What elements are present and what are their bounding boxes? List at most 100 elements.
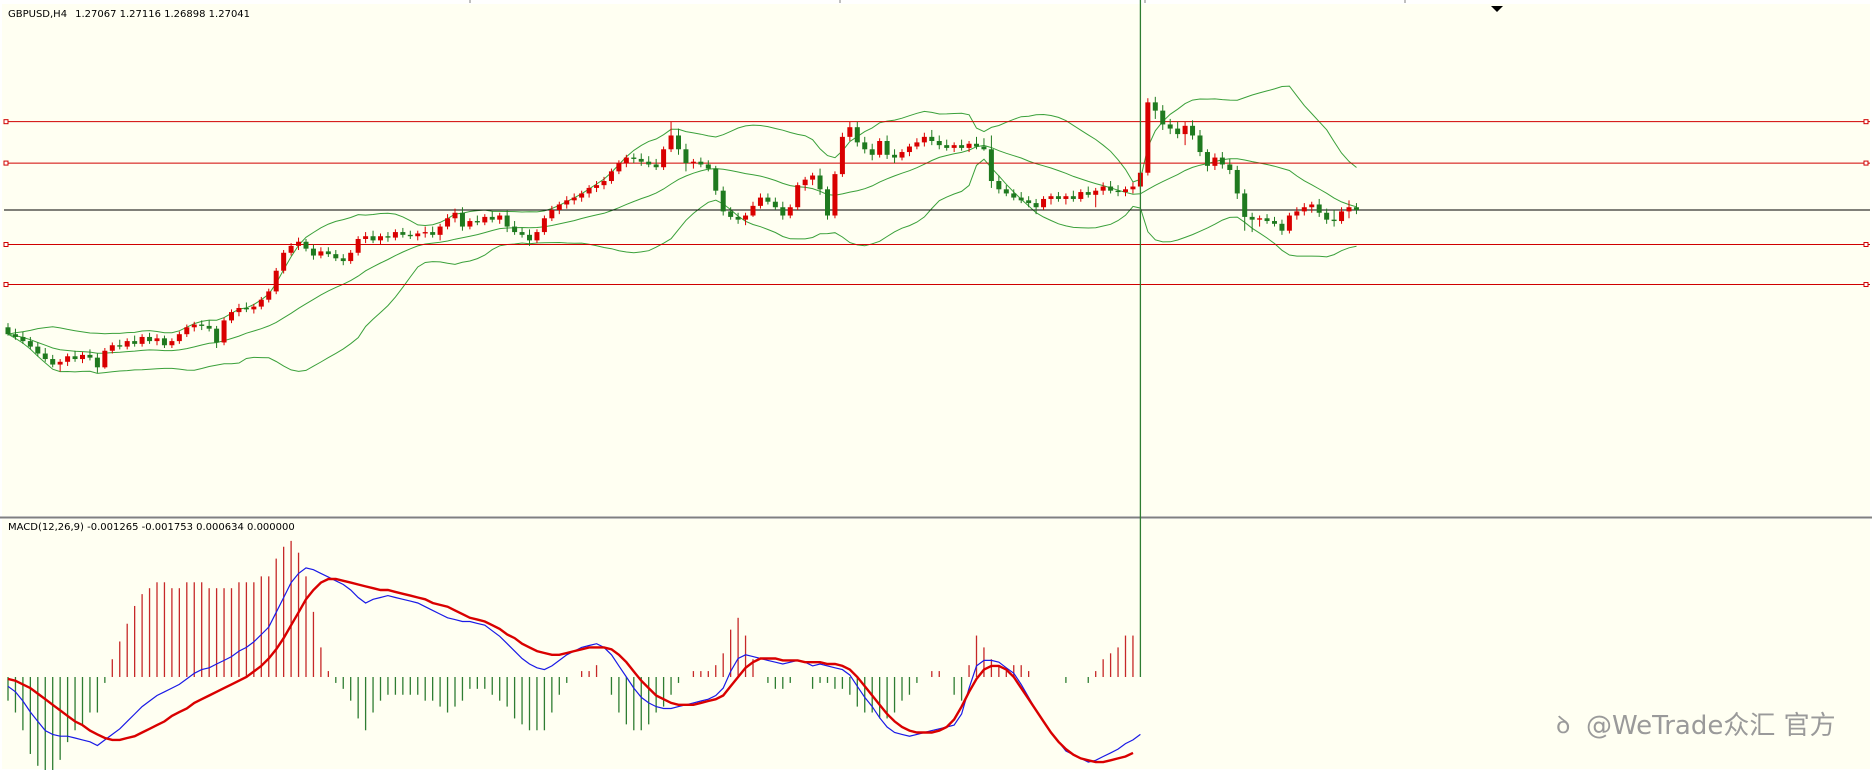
candle-body: [1130, 186, 1136, 190]
candle-body: [1316, 204, 1322, 213]
candle-body: [258, 299, 264, 307]
candle-body: [57, 361, 63, 365]
candle-body: [1011, 193, 1017, 198]
candle-body: [430, 232, 436, 235]
level-handle-right[interactable]: [1863, 242, 1869, 247]
candle-body: [124, 341, 130, 347]
candle-body: [392, 232, 398, 238]
candle-body: [1152, 102, 1158, 111]
candle-body: [340, 258, 346, 262]
level-handle-left[interactable]: [3, 160, 9, 166]
candle-body: [497, 215, 503, 220]
candle-body: [594, 185, 600, 188]
candle-body: [757, 197, 763, 206]
macd-header: MACD(12,26,9) -0.001265 -0.001753 0.0006…: [8, 522, 295, 533]
candle-body: [720, 190, 726, 212]
candle-body: [504, 215, 510, 227]
candle-body: [474, 221, 480, 223]
candle-body: [1227, 164, 1233, 170]
candle-body: [288, 245, 294, 253]
candle-body: [1078, 192, 1084, 199]
candle-body: [653, 164, 659, 168]
candle-body: [310, 248, 316, 256]
candle-body: [1123, 189, 1128, 193]
horizontal-levels[interactable]: [3, 119, 1870, 288]
candle-body: [72, 356, 78, 360]
candle-body: [1070, 196, 1076, 199]
candle-body: [966, 143, 972, 148]
candle-body: [1093, 190, 1099, 195]
candle-body: [728, 211, 734, 217]
candle-body: [363, 236, 369, 239]
candle-body: [869, 149, 875, 155]
candle-body: [549, 210, 555, 219]
candle-body: [1234, 169, 1240, 194]
candle-body: [1026, 200, 1032, 204]
candle-body: [1272, 221, 1277, 224]
candle-body: [683, 149, 689, 164]
candle-body: [914, 142, 920, 147]
candle-body: [825, 189, 830, 216]
candle-body: [631, 157, 637, 159]
candle-body: [281, 252, 287, 271]
candle-body: [1018, 197, 1024, 201]
candle-body: [1204, 152, 1210, 166]
candle-body: [161, 338, 167, 346]
candle-body: [1249, 216, 1255, 220]
level-handle-left[interactable]: [3, 242, 9, 247]
candle-body: [1309, 204, 1315, 208]
candle-body: [154, 338, 160, 342]
level-handle-right[interactable]: [1863, 282, 1869, 288]
candle-body: [482, 216, 488, 223]
candle-body: [765, 197, 771, 202]
level-handle-left[interactable]: [3, 119, 9, 125]
candle-body: [892, 154, 898, 158]
candle-body: [705, 164, 711, 169]
candle-body: [176, 334, 182, 342]
candle-body: [1160, 110, 1166, 125]
level-handle-right[interactable]: [1863, 160, 1869, 166]
candle-body: [1242, 193, 1248, 217]
candle-body: [713, 168, 719, 191]
candle-body: [80, 354, 85, 360]
candle-body: [1257, 218, 1263, 220]
candle-body: [1190, 125, 1196, 136]
candle-body: [467, 221, 473, 227]
candle-body: [214, 328, 220, 343]
candle-body: [1003, 189, 1009, 194]
candle-body: [944, 145, 950, 148]
candle-body: [303, 241, 309, 249]
candle-body: [750, 205, 756, 216]
candle-body: [1219, 157, 1225, 165]
level-handle-left[interactable]: [3, 282, 9, 288]
candle-body: [1331, 219, 1337, 222]
watermark-text: @WeTrade众汇 官方: [1586, 711, 1836, 741]
candle-body: [1108, 186, 1114, 191]
level-handle-right[interactable]: [1863, 119, 1869, 125]
candle-body: [199, 324, 205, 326]
candle-body: [422, 232, 428, 234]
candle-body: [661, 149, 667, 168]
top-scroll-ticks: [469, 0, 1406, 3]
candle-body: [385, 236, 391, 238]
candle-body: [936, 141, 942, 146]
candle-body: [847, 127, 853, 137]
candle-body: [1197, 135, 1203, 153]
candle-body: [623, 157, 629, 164]
candle-body: [251, 306, 257, 310]
candle-body: [780, 207, 786, 216]
candle-body: [1339, 211, 1345, 222]
candle-body: [586, 187, 592, 194]
candle-body: [1115, 190, 1121, 193]
candle-body: [139, 336, 145, 344]
shift-marker-icon[interactable]: [1491, 6, 1503, 12]
candle-body: [1175, 128, 1181, 135]
candle-body: [772, 201, 778, 208]
candle-body: [191, 324, 197, 328]
bb-lower: [7, 158, 1357, 374]
candle-body: [1048, 196, 1054, 199]
candle-body: [296, 241, 302, 246]
candle-body: [1279, 223, 1285, 231]
